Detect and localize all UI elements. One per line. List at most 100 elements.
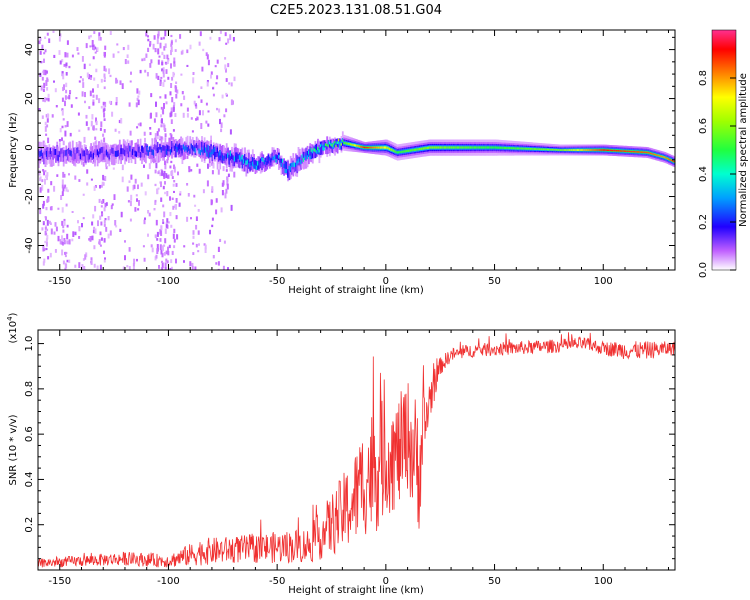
heatmap-cell xyxy=(172,233,175,239)
heatmap-cell xyxy=(64,151,66,164)
heatmap-cell xyxy=(285,161,288,171)
heatmap-cell xyxy=(78,179,81,182)
heatmap-cell xyxy=(89,90,92,97)
heatmap-cell xyxy=(61,137,63,142)
heatmap-cell xyxy=(172,106,175,112)
heatmap-cell xyxy=(159,244,162,250)
heatmap-cell xyxy=(91,114,94,120)
heatmap-cell xyxy=(66,121,69,127)
heatmap-cell xyxy=(152,43,155,50)
heatmap-cell xyxy=(170,39,173,43)
heatmap-cell xyxy=(638,151,640,153)
heatmap-cell xyxy=(379,146,382,149)
heatmap-cell xyxy=(174,39,177,43)
heatmap-cell xyxy=(546,148,549,151)
heatmap-cell xyxy=(322,146,325,150)
heatmap-cell xyxy=(169,149,172,155)
heatmap-cell xyxy=(519,147,522,150)
heatmap-cell xyxy=(429,146,432,149)
heatmap-cell xyxy=(368,146,370,149)
heatmap-cell xyxy=(86,149,89,156)
heatmap-cell xyxy=(520,147,523,150)
heatmap-cell xyxy=(186,147,189,153)
heatmap-cell xyxy=(163,46,166,51)
heatmap-cell xyxy=(128,266,131,270)
heatmap-cell xyxy=(159,144,162,150)
heatmap-cell xyxy=(147,174,150,180)
heatmap-cell xyxy=(281,158,284,163)
heatmap-cell xyxy=(162,219,164,222)
heatmap-cell xyxy=(211,162,214,166)
heatmap-cell xyxy=(44,49,47,53)
heatmap-cell xyxy=(121,148,124,161)
heatmap-cell xyxy=(340,143,343,146)
heatmap-cell xyxy=(334,140,336,144)
heatmap-cell xyxy=(598,149,601,151)
heatmap-cell xyxy=(192,77,195,84)
heatmap-cell xyxy=(171,76,174,81)
heatmap-cell xyxy=(91,40,94,46)
heatmap-cell xyxy=(568,149,571,151)
heatmap-cell xyxy=(214,146,216,152)
heatmap-cell xyxy=(166,191,169,197)
heatmap-cell xyxy=(280,163,283,167)
heatmap-cell xyxy=(195,118,198,121)
heatmap-cell xyxy=(71,54,74,58)
heatmap-cell xyxy=(160,136,163,140)
heatmap-cell xyxy=(59,239,62,245)
heatmap-cell xyxy=(100,149,103,162)
heatmap-cell xyxy=(332,144,335,150)
heatmap-cell xyxy=(86,182,89,186)
y-tick-label: 1.0 xyxy=(24,336,35,352)
heatmap-cell xyxy=(61,97,64,102)
heatmap-cell xyxy=(121,148,124,155)
heatmap-cell xyxy=(69,90,72,93)
heatmap-cell xyxy=(558,149,561,151)
heatmap-cell xyxy=(279,158,282,163)
heatmap-cell xyxy=(194,204,197,207)
heatmap-cell xyxy=(93,263,96,268)
heatmap-cell xyxy=(130,174,133,180)
heatmap-cell xyxy=(358,145,361,148)
heatmap-cell xyxy=(396,151,399,154)
heatmap-cell xyxy=(164,191,167,195)
heatmap-cell xyxy=(92,125,95,130)
heatmap-cell xyxy=(550,148,553,151)
heatmap-cell xyxy=(326,144,329,150)
heatmap-cell xyxy=(44,148,47,155)
heatmap-cell xyxy=(69,132,72,137)
heatmap-cell xyxy=(91,235,94,241)
heatmap-cell xyxy=(62,171,65,178)
heatmap-cell xyxy=(66,40,69,45)
heatmap-cell xyxy=(59,60,62,65)
heatmap-cell xyxy=(463,146,465,149)
heatmap-cell xyxy=(160,197,163,202)
heatmap-cell xyxy=(103,108,106,111)
heatmap-cell xyxy=(65,72,68,76)
heatmap-cell xyxy=(55,226,58,232)
heatmap-cell xyxy=(563,149,566,151)
heatmap-cell xyxy=(170,63,172,69)
heatmap-cell xyxy=(65,187,68,192)
heatmap-cell xyxy=(121,83,124,89)
heatmap-cell xyxy=(71,140,74,161)
heatmap-cell xyxy=(46,124,49,128)
heatmap-cell xyxy=(495,146,498,149)
heatmap-cell xyxy=(186,155,189,159)
heatmap-cell xyxy=(579,149,582,151)
heatmap-cell xyxy=(180,73,183,76)
snr-xlabel: Height of straight line (km) xyxy=(288,585,424,596)
heatmap-cell xyxy=(170,134,173,140)
heatmap-cell xyxy=(44,240,47,244)
heatmap-cell xyxy=(95,150,98,157)
heatmap-cell xyxy=(188,145,190,151)
snr-scale-note: (x104) xyxy=(6,312,19,343)
heatmap-cell xyxy=(309,155,312,160)
heatmap-cell xyxy=(113,150,116,157)
heatmap-cell xyxy=(130,71,132,75)
heatmap-cell xyxy=(61,235,63,242)
heatmap-cell xyxy=(621,150,623,152)
heatmap-cell xyxy=(237,154,240,159)
heatmap-cell xyxy=(652,153,655,155)
heatmap-cell xyxy=(169,133,172,136)
